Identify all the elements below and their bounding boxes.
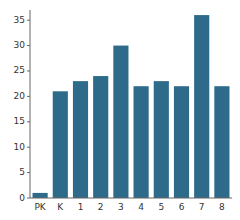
bar bbox=[154, 81, 169, 198]
x-tick-label: 2 bbox=[98, 202, 104, 212]
chart: 0 5 10 15 20 25 30 35 PK K 1 2 3 4 5 6 7 8 bbox=[0, 0, 240, 220]
x-tick-label: K bbox=[57, 202, 64, 212]
bar bbox=[33, 193, 48, 198]
y-tick-label: 20 bbox=[14, 91, 26, 101]
y-tick-label: 35 bbox=[14, 15, 25, 25]
x-tick-label: 8 bbox=[219, 202, 225, 212]
x-axis-line bbox=[30, 198, 232, 199]
y-tick-label: 10 bbox=[14, 142, 26, 152]
bar bbox=[53, 91, 68, 198]
x-tick-label: PK bbox=[34, 202, 46, 212]
bar bbox=[73, 81, 88, 198]
bar bbox=[93, 76, 108, 198]
x-tick-label: 1 bbox=[78, 202, 84, 212]
x-tick-label: 3 bbox=[118, 202, 124, 212]
bar bbox=[113, 46, 128, 198]
y-axis: 0 5 10 15 20 25 30 35 bbox=[14, 10, 30, 203]
y-tick-label: 5 bbox=[19, 167, 25, 177]
x-axis: PK K 1 2 3 4 5 6 7 8 bbox=[30, 198, 232, 212]
y-tick-label: 0 bbox=[19, 193, 25, 203]
y-tick-label: 15 bbox=[14, 116, 25, 126]
x-tick-label: 5 bbox=[158, 202, 164, 212]
bar bbox=[214, 86, 229, 198]
bar bbox=[174, 86, 189, 198]
x-tick-label: 6 bbox=[179, 202, 185, 212]
y-tick-label: 25 bbox=[14, 65, 25, 75]
bar bbox=[194, 15, 209, 198]
y-axis-line bbox=[30, 10, 31, 198]
x-tick-label: 4 bbox=[138, 202, 144, 212]
bar bbox=[134, 86, 149, 198]
y-tick-label: 30 bbox=[14, 40, 26, 50]
x-tick-label: 7 bbox=[199, 202, 205, 212]
bars bbox=[33, 15, 230, 198]
